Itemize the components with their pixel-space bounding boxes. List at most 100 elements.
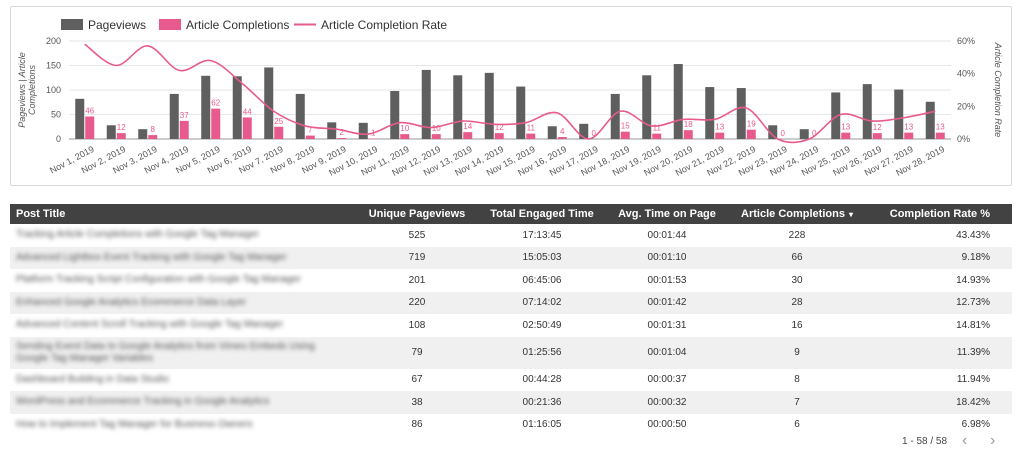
bar-completions <box>872 133 882 139</box>
pagination-range: 1 - 58 / 58 <box>902 436 948 447</box>
bar-pageviews <box>673 64 683 139</box>
data-label-completions: 37 <box>180 111 189 120</box>
table-row[interactable]: How to Implement Tag Manager for Busines… <box>10 414 1012 437</box>
post-title-text[interactable]: How to Implement Tag Manager for Busines… <box>16 418 253 430</box>
header-total-engaged-time[interactable]: Total Engaged Time <box>490 208 594 220</box>
header-unique-pageviews[interactable]: Unique Pageviews <box>368 208 466 220</box>
bar-completions <box>715 132 725 139</box>
data-label-completions: 0 <box>812 129 817 138</box>
cell-unique-pageviews: 220 <box>408 297 426 309</box>
header-post-title[interactable]: Post Title <box>16 208 66 220</box>
y-tick-right: 20% <box>957 101 975 111</box>
bar-pageviews <box>138 129 148 139</box>
bar-pageviews <box>453 75 463 139</box>
bar-completions <box>85 116 95 139</box>
cell-post-title[interactable]: Platform Tracking Script Configuration w… <box>10 269 352 292</box>
table-row[interactable]: Enhanced Google Analytics Ecommerce Data… <box>10 291 1012 315</box>
cell-post-title[interactable]: Advanced Content Scroll Tracking with Go… <box>10 314 352 337</box>
header-avg-time-on-page[interactable]: Avg. Time on Page <box>618 208 716 220</box>
cell-completion-rate: 9.18% <box>961 252 990 264</box>
post-title-text[interactable]: Sending Event Data to Google Analytics f… <box>16 340 315 364</box>
legend-swatch-completions <box>159 19 181 30</box>
bar-completions <box>652 133 662 139</box>
data-label-completions: 0 <box>781 129 786 138</box>
bar-pageviews <box>642 75 652 139</box>
cell-unique-pageviews: 108 <box>408 319 426 331</box>
bar-pageviews <box>768 125 778 139</box>
header-completion-rate[interactable]: Completion Rate % <box>889 208 990 220</box>
bar-pageviews <box>831 92 841 139</box>
bar-completions <box>337 138 347 139</box>
right-axis-title: Article Completion Rate <box>993 42 1003 138</box>
chevron-left-icon[interactable]: ‹ <box>962 432 968 449</box>
table-header-row: Post Title Unique Pageviews Total Engage… <box>10 204 1012 224</box>
cell-article-completions: 28 <box>791 297 803 309</box>
data-label-completions: 2 <box>340 128 345 137</box>
cell-unique-pageviews: 525 <box>408 229 426 241</box>
bar-pageviews <box>579 123 589 139</box>
bar-completions <box>463 132 473 139</box>
post-title-text[interactable]: WordPress and Ecommerce Tracking in Goog… <box>16 396 270 408</box>
cell-post-title[interactable]: Dashboard Building in Data Studio <box>10 369 352 392</box>
header-article-completions[interactable]: Article Completions ▾ <box>732 204 862 224</box>
combo-chart: Pageviews Article Completions Article Comp… <box>17 18 1003 178</box>
y-tick-right: 60% <box>957 36 975 46</box>
table-row[interactable]: Platform Tracking Script Configuration w… <box>10 269 1012 292</box>
data-label-completions: 13 <box>715 123 724 132</box>
post-title-text[interactable]: Platform Tracking Script Configuration w… <box>16 274 301 286</box>
bar-completions <box>431 134 441 139</box>
cell-completion-rate: 43.43% <box>956 229 990 241</box>
data-label-completions: 12 <box>495 123 504 132</box>
data-label-completions: 11 <box>527 124 536 133</box>
cell-article-completions: 6 <box>794 419 800 431</box>
cell-post-title[interactable]: Sending Event Data to Google Analytics f… <box>10 337 352 369</box>
bar-completions <box>683 130 693 139</box>
cell-completion-rate: 14.93% <box>956 274 990 286</box>
data-label-completions: 12 <box>117 123 126 132</box>
sort-desc-icon[interactable]: ▾ <box>848 210 853 219</box>
cell-post-title[interactable]: Advanced Lightbox Event Tracking with Go… <box>10 247 352 270</box>
post-title-text[interactable]: Enhanced Google Analytics Ecommerce Data… <box>16 296 247 308</box>
data-label-completions: 10 <box>400 124 409 133</box>
cell-article-completions: 7 <box>794 396 800 408</box>
bar-pageviews <box>862 84 872 139</box>
table-row[interactable]: WordPress and Ecommerce Tracking in Goog… <box>10 391 1012 414</box>
bar-pageviews <box>547 126 557 139</box>
cell-article-completions: 228 <box>788 229 806 241</box>
bar-pageviews <box>75 98 85 139</box>
table-row[interactable]: Tracking Article Completions with Google… <box>10 224 1012 247</box>
data-table: Post Title Unique Pageviews Total Engage… <box>10 204 1012 436</box>
post-title-text[interactable]: Dashboard Building in Data Studio <box>16 373 169 385</box>
cell-completion-rate: 6.98% <box>961 419 990 431</box>
chevron-right-icon[interactable]: › <box>990 432 996 449</box>
bar-completions <box>400 134 410 139</box>
bar-completions <box>211 108 221 139</box>
cell-avg-time-on-page: 00:01:10 <box>647 252 687 264</box>
cell-article-completions: 30 <box>791 274 803 286</box>
cell-post-title[interactable]: How to Implement Tag Manager for Busines… <box>10 414 352 437</box>
post-title-text[interactable]: Tracking Article Completions with Google… <box>16 229 259 241</box>
cell-completion-rate: 14.81% <box>956 319 990 331</box>
cell-total-engaged-time: 02:50:49 <box>522 319 562 331</box>
table-row[interactable]: Advanced Content Scroll Tracking with Go… <box>10 314 1012 337</box>
table-row[interactable]: Sending Event Data to Google Analytics f… <box>10 336 1012 369</box>
data-label-completions: 10 <box>432 124 441 133</box>
table-row[interactable]: Advanced Lightbox Event Tracking with Go… <box>10 246 1012 270</box>
cell-post-title[interactable]: Tracking Article Completions with Google… <box>10 224 352 247</box>
table-row[interactable]: Dashboard Building in Data Studio 67 00:44… <box>10 369 1012 392</box>
bar-pageviews <box>106 125 116 139</box>
data-label-completions: 0 <box>592 129 597 138</box>
cell-completion-rate: 18.42% <box>956 396 990 408</box>
bar-pageviews <box>736 88 746 139</box>
bar-pageviews <box>925 101 935 139</box>
cell-avg-time-on-page: 00:01:53 <box>647 274 687 286</box>
post-title-text[interactable]: Advanced Content Scroll Tracking with Go… <box>16 319 284 331</box>
post-title-text[interactable]: Advanced Lightbox Event Tracking with Go… <box>16 251 287 263</box>
bar-pageviews <box>421 69 431 139</box>
bar-pageviews <box>201 75 211 139</box>
cell-post-title[interactable]: WordPress and Ecommerce Tracking in Goog… <box>10 391 352 414</box>
bar-pageviews <box>705 87 715 139</box>
cell-post-title[interactable]: Enhanced Google Analytics Ecommerce Data… <box>10 292 352 315</box>
bar-completions <box>904 132 914 139</box>
cell-avg-time-on-page: 00:00:32 <box>647 396 687 408</box>
